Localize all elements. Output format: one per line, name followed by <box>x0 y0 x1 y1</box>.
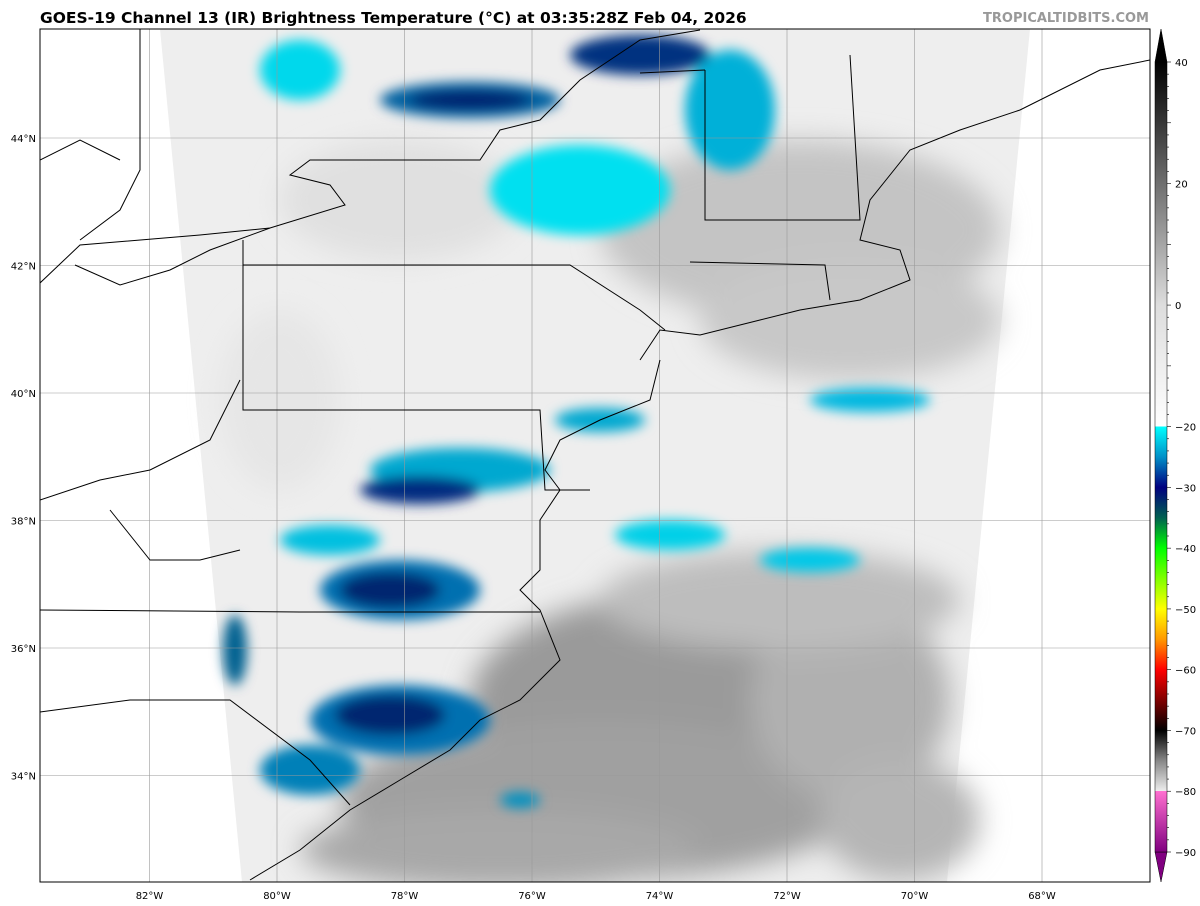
latitude-label: 44°N <box>11 134 36 145</box>
colorbar-tick-label: −30 <box>1175 483 1196 494</box>
cold-cloud-top <box>335 695 445 735</box>
longitude-label: 80°W <box>263 891 291 902</box>
cloud-field <box>220 310 340 490</box>
colorbar-tick-label: −20 <box>1175 423 1196 434</box>
cold-cloud-top <box>490 145 670 235</box>
cold-cloud-top <box>410 90 530 110</box>
longitude-label: 70°W <box>901 891 929 902</box>
longitude-label: 72°W <box>773 891 801 902</box>
cloud-field <box>600 550 960 650</box>
cloud-field <box>280 140 520 260</box>
cold-cloud-top <box>760 548 860 572</box>
colorbar-tick-label: −90 <box>1175 848 1196 859</box>
latitude-label: 38°N <box>11 517 36 528</box>
latitude-label: 36°N <box>11 644 36 655</box>
longitude-label: 82°W <box>136 891 164 902</box>
coastline-border <box>689 261 831 301</box>
longitude-label: 74°W <box>646 891 674 902</box>
colorbar-tick-label: 0 <box>1175 301 1181 312</box>
colorbar-max-extension <box>1154 28 1168 63</box>
coastline-border <box>249 359 661 881</box>
coastline-border <box>40 139 121 161</box>
cold-cloud-top <box>260 40 340 100</box>
coastline-border <box>40 699 351 806</box>
longitude-label: 78°W <box>391 891 419 902</box>
cloud-field <box>750 600 950 800</box>
colorbar-tick-label: −60 <box>1175 666 1196 677</box>
map-frame <box>39 28 1151 883</box>
coastline-border <box>40 29 701 284</box>
colorbar-tick-label: 40 <box>1175 58 1188 69</box>
colorbar-gradient <box>1154 61 1168 853</box>
coastline-border <box>704 54 861 221</box>
credit-watermark: TROPICALTIDBITS.COM <box>983 11 1149 26</box>
colorbar-tick-label: −80 <box>1175 787 1196 798</box>
cold-cloud-top <box>340 572 440 608</box>
longitude-label: 68°W <box>1028 891 1056 902</box>
colorbar-min-extension <box>1154 851 1168 883</box>
cold-cloud-top <box>500 792 540 808</box>
cloud-field <box>300 810 700 882</box>
latitude-label: 42°N <box>11 262 36 273</box>
coastline-border <box>639 69 706 74</box>
colorbar-tick-label: −70 <box>1175 726 1196 737</box>
coastline-border <box>40 379 241 501</box>
latitude-label: 40°N <box>11 389 36 400</box>
longitude-label: 76°W <box>518 891 546 902</box>
coastline-border <box>109 509 241 561</box>
latitude-label: 34°N <box>11 772 36 783</box>
cold-cloud-top <box>615 520 725 550</box>
colorbar: 40 20 0 −20 −30 −40 −50 −60 −70 −80 −90 <box>1154 28 1196 883</box>
colorbar-tick-label: 20 <box>1175 180 1188 191</box>
cold-cloud-top <box>260 745 360 795</box>
cold-cloud-top <box>685 50 775 170</box>
coastline-border <box>639 59 1150 361</box>
coastline-border <box>243 264 666 331</box>
cold-cloud-top <box>810 388 930 412</box>
coastline-border <box>242 240 590 491</box>
cold-cloud-top <box>223 615 247 685</box>
coastline-border <box>40 609 540 613</box>
colorbar-tick-label: −50 <box>1175 605 1196 616</box>
colorbar-tick-label: −40 <box>1175 544 1196 555</box>
cold-cloud-top <box>280 525 380 555</box>
map-title: GOES-19 Channel 13 (IR) Brightness Tempe… <box>40 9 747 27</box>
coastline-border <box>79 29 141 241</box>
cloud-field <box>700 260 1000 380</box>
cold-cloud-top <box>570 35 710 75</box>
cloud-field <box>820 760 980 880</box>
coastline-border <box>74 227 271 286</box>
cold-cloud-top <box>360 476 480 504</box>
